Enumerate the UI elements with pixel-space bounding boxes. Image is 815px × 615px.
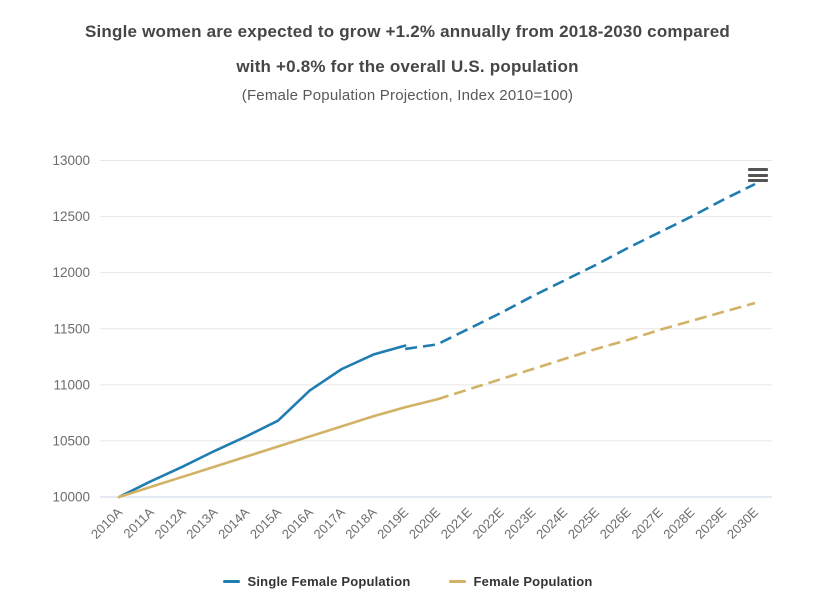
legend-item-single-female-population[interactable]: Single Female Population [222, 573, 411, 589]
y-tick-label: 10500 [52, 433, 90, 448]
hamburger-icon [748, 173, 768, 177]
chart-title-line-2: with +0.8% for the overall U.S. populati… [236, 57, 579, 76]
x-tick-label: 2029E [692, 504, 729, 541]
legend-swatch-female [448, 579, 466, 583]
legend-label-female: Female Population [473, 573, 593, 589]
legend-item-female-population[interactable]: Female Population [448, 573, 593, 589]
hamburger-icon [748, 168, 768, 171]
y-tick-label: 12500 [52, 209, 90, 224]
x-tick-label: 2018A [342, 504, 379, 541]
series-line-dashed-0[interactable] [405, 182, 756, 351]
chart-subtitle: (Female Population Projection, Index 201… [241, 87, 574, 104]
x-tick-label: 2021E [438, 504, 475, 541]
chart-header: Single women are expected to grow +1.2% … [0, 14, 815, 104]
x-tick-label: 2019E [374, 504, 411, 541]
x-tick-label: 2023E [501, 504, 538, 541]
x-tick-label: 2010A [88, 504, 125, 541]
x-tick-label: 2016A [279, 504, 316, 541]
y-tick-label: 10000 [52, 490, 90, 505]
x-tick-label: 2026E [597, 504, 634, 541]
x-tick-label: 2025E [565, 504, 602, 541]
x-tick-label: 2024E [533, 504, 570, 541]
x-tick-label: 2015A [247, 504, 284, 541]
legend: Single Female Population Female Populati… [0, 570, 815, 592]
x-tick-label: 2030E [724, 504, 761, 541]
y-tick-label: 12000 [52, 265, 90, 280]
x-tick-label: 2020E [406, 504, 443, 541]
chart-title-line-1: Single women are expected to grow +1.2% … [84, 22, 731, 41]
x-tick-label: 2013A [183, 504, 220, 541]
series-line-solid-0[interactable] [117, 344, 407, 499]
series-line-solid-1[interactable] [117, 398, 439, 499]
legend-swatch-single-female [222, 579, 240, 583]
x-tick-label: 2014A [215, 504, 252, 541]
hamburger-icon [748, 179, 768, 182]
y-tick-label: 11000 [53, 377, 90, 392]
legend-label-single-female: Single Female Population [247, 573, 411, 589]
y-tick-label: 13000 [52, 153, 90, 168]
x-tick-label: 2012A [152, 504, 189, 541]
series-line-dashed-1[interactable] [436, 301, 756, 401]
y-tick-label: 11500 [53, 321, 90, 336]
x-tick-label: 2017A [311, 504, 348, 541]
x-tick-label: 2022E [470, 504, 507, 541]
export-menu-button[interactable] [747, 164, 773, 186]
x-tick-label: 2028E [660, 504, 697, 541]
x-tick-label: 2027E [629, 504, 666, 541]
x-tick-label: 2011A [120, 504, 157, 541]
